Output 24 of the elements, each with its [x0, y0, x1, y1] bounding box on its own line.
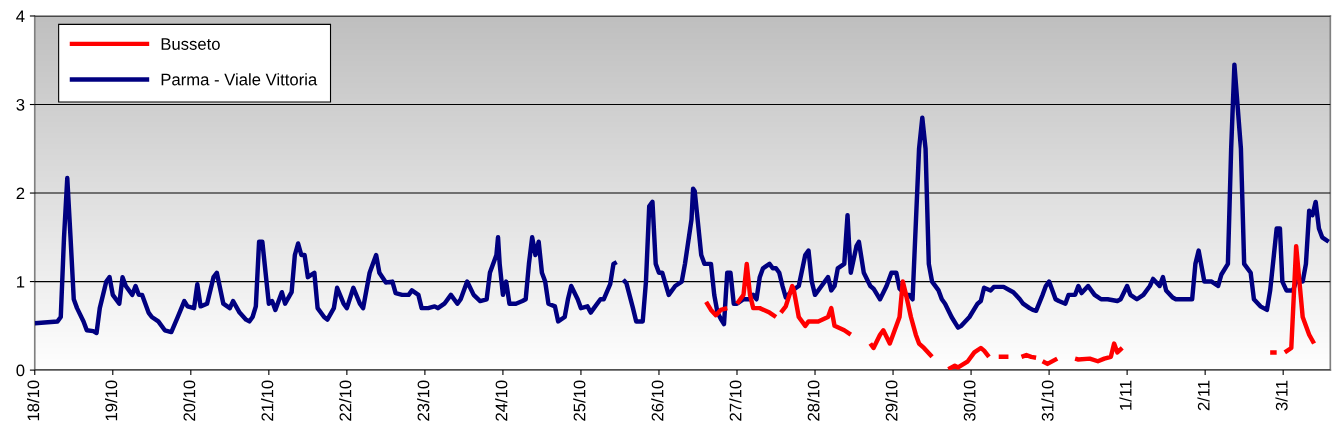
- x-tick-label: 19/10: [105, 380, 118, 421]
- legend-label: Parma - Viale Vittoria: [161, 73, 318, 86]
- x-tick-label: 31/10: [1041, 380, 1054, 421]
- y-tick-label: 2: [16, 187, 25, 200]
- x-tick-label: 3/11: [1275, 380, 1288, 411]
- y-tick-label: 1: [17, 276, 25, 288]
- x-tick-label: 21/10: [261, 380, 274, 421]
- y-tick-label: 0: [16, 364, 25, 377]
- x-tick-label: 29/10: [885, 380, 898, 421]
- x-tick-label: 18/10: [26, 380, 40, 421]
- x-tick-label: 22/10: [339, 380, 352, 421]
- x-tick-label: 20/10: [183, 380, 196, 421]
- x-tick-label: 27/10: [729, 380, 742, 421]
- x-tick-label: 24/10: [495, 380, 508, 421]
- x-tick-label: 26/10: [651, 380, 664, 421]
- x-tick-label: 28/10: [807, 380, 820, 421]
- x-tick-label: 23/10: [417, 380, 430, 421]
- x-tick-label: 1/11: [1119, 380, 1132, 410]
- y-tick-label: 4: [16, 10, 25, 23]
- legend-label: Busseto: [161, 38, 220, 50]
- x-tick-label: 30/10: [963, 380, 976, 421]
- y-tick-label: 3: [16, 98, 25, 111]
- x-tick-label: 25/10: [573, 380, 586, 421]
- x-tick-label: 2/11: [1197, 380, 1210, 411]
